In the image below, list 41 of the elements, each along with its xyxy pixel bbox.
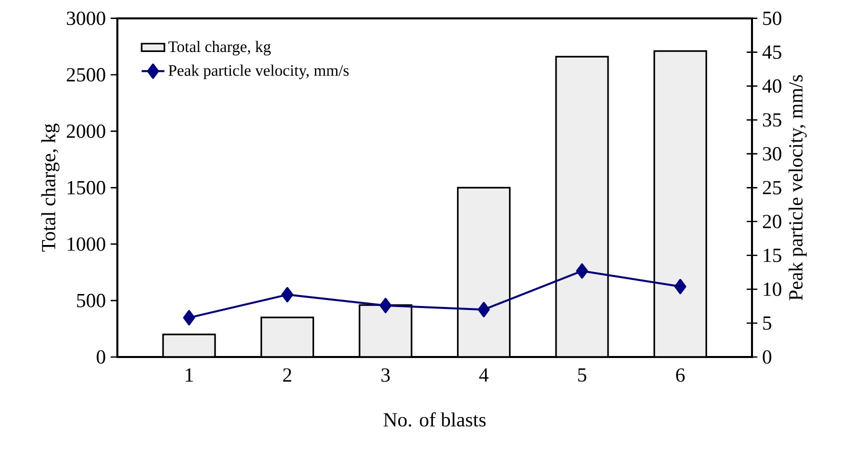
y-tick-label: 2000 <box>66 124 106 138</box>
point <box>576 263 588 279</box>
legend-label: Total charge, kg <box>168 40 271 56</box>
y-tick-label: 0 <box>96 350 106 364</box>
bar <box>260 316 314 357</box>
y2-tick-label: 50 <box>763 12 782 26</box>
legend-label: Peak particle velocity, mm/s <box>168 64 349 80</box>
y2-tick-label: 20 <box>762 214 782 228</box>
y2-tick-label: 30 <box>763 147 782 161</box>
point <box>674 278 686 294</box>
bar <box>555 56 609 357</box>
y-tick-label: 3000 <box>66 12 106 26</box>
x-tick-label: 5 <box>578 368 586 382</box>
x-tick-label: 1 <box>186 368 193 382</box>
point <box>478 302 490 318</box>
point <box>380 298 392 314</box>
y-tick-label: 2500 <box>66 68 106 82</box>
x-axis-title: No. of blasts <box>384 412 486 427</box>
y-tick-label: 1500 <box>68 180 106 194</box>
x-tick-label: 3 <box>382 368 390 382</box>
x-tick-label: 2 <box>283 368 292 382</box>
x-tick-label: 4 <box>479 368 488 382</box>
y2-tick-label: 0 <box>762 350 772 364</box>
x-tick-label: 6 <box>676 368 685 382</box>
y2-tick-label: 25 <box>762 180 782 194</box>
bar <box>456 186 511 357</box>
y2-axis-title: Peak particle velocity, mm/s <box>788 75 807 300</box>
y2-tick-label: 40 <box>762 79 782 93</box>
bar <box>653 50 708 357</box>
point <box>281 287 294 302</box>
y2-tick-label: 15 <box>764 248 782 262</box>
y2-tick-label: 5 <box>763 316 772 330</box>
y2-tick-label: 35 <box>763 113 782 127</box>
y-tick-label: 500 <box>77 294 106 308</box>
bar <box>162 334 216 357</box>
point <box>183 310 196 326</box>
y2-tick-label: 10 <box>764 282 782 296</box>
y-axis-title: Total charge, kg <box>41 124 60 252</box>
y2-tick-label: 45 <box>762 46 782 59</box>
bar <box>358 304 412 357</box>
y-tick-label: 1000 <box>68 237 106 251</box>
